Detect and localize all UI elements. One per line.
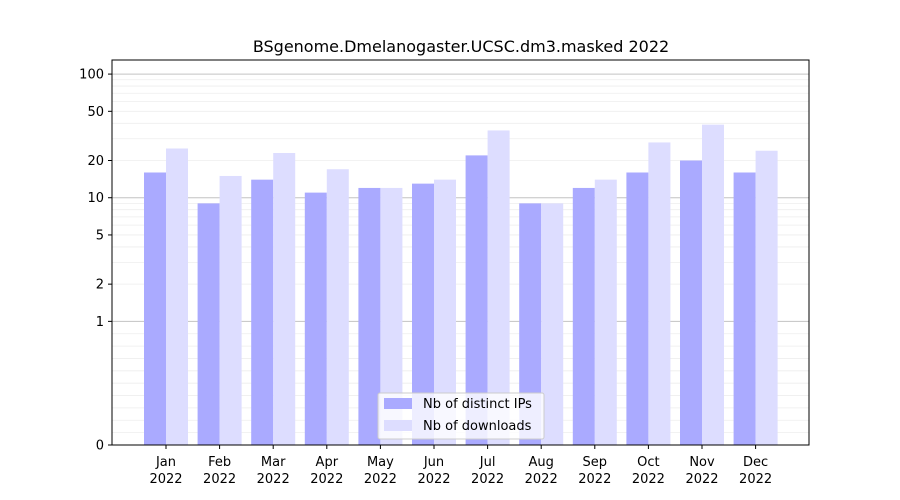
bar-ips xyxy=(358,187,381,445)
bar-ips xyxy=(680,160,702,445)
y-tick-label: 1 xyxy=(96,315,104,330)
bar-downloads xyxy=(326,169,349,445)
x-tick-label: Mar 2022 xyxy=(257,455,290,487)
bar-downloads xyxy=(702,124,724,445)
y-tick-label: 50 xyxy=(87,105,104,120)
bar-ips xyxy=(144,172,166,446)
x-tick-label: Oct 2022 xyxy=(632,455,665,487)
x-tick-label: Aug 2022 xyxy=(525,455,558,487)
bar-ips xyxy=(465,155,488,445)
bar-ips xyxy=(304,192,327,445)
y-tick-label: 0 xyxy=(96,439,104,454)
bar-ips xyxy=(733,172,756,446)
bar-downloads xyxy=(755,150,778,445)
y-tick-label: 20 xyxy=(87,154,104,169)
bar-downloads xyxy=(166,148,188,445)
legend-box xyxy=(377,392,545,440)
x-tick-label: Jul 2022 xyxy=(471,455,504,487)
bar-downloads xyxy=(594,179,617,446)
bar-ips xyxy=(412,183,434,445)
legend-label-downloads: Nb of downloads xyxy=(423,419,532,434)
bar-downloads xyxy=(219,175,242,445)
y-axis: 0 1 2 5 10 20 50 100 xyxy=(79,68,112,454)
x-tick-label: Jun 2022 xyxy=(417,455,450,487)
bar-ips xyxy=(519,203,542,445)
bar-ips xyxy=(626,172,649,446)
x-tick-label: May 2022 xyxy=(364,455,397,487)
x-tick-label: Apr 2022 xyxy=(310,455,343,487)
legend-swatch-downloads xyxy=(384,420,412,431)
y-tick-label: 10 xyxy=(87,191,104,206)
legend-label-ips: Nb of distinct IPs xyxy=(423,397,532,412)
plot-area xyxy=(111,59,810,446)
x-axis: Jan 2022 Feb 2022 Mar 2022 Apr 2022 May 2022 Jun 20… xyxy=(149,445,772,487)
bars xyxy=(144,124,778,446)
bar-downloads xyxy=(273,153,296,445)
bar-ips xyxy=(197,203,220,445)
bar-downloads xyxy=(380,187,403,445)
bar-ips xyxy=(251,179,274,446)
bar-downloads xyxy=(434,179,456,446)
x-tick-label: Sep 2022 xyxy=(578,455,611,487)
x-tick-label: Nov 2022 xyxy=(685,455,718,487)
bar-downloads xyxy=(648,142,671,445)
bar-ips xyxy=(572,187,595,445)
chart-title: BSgenome.Dmelanogaster.UCSC.dm3.masked 2… xyxy=(253,37,669,56)
legend-swatch-ips xyxy=(384,398,412,409)
x-tick-label: Jan 2022 xyxy=(149,455,182,487)
x-tick-label: Feb 2022 xyxy=(203,455,236,487)
y-tick-label: 5 xyxy=(96,228,104,243)
x-tick-label: Dec 2022 xyxy=(739,455,772,487)
bar-downloads xyxy=(541,203,564,445)
y-tick-label: 2 xyxy=(96,278,104,293)
y-tick-label: 100 xyxy=(79,68,104,83)
bar-downloads xyxy=(487,130,510,445)
legend: Nb of distinct IPs Nb of downloads xyxy=(377,392,545,440)
